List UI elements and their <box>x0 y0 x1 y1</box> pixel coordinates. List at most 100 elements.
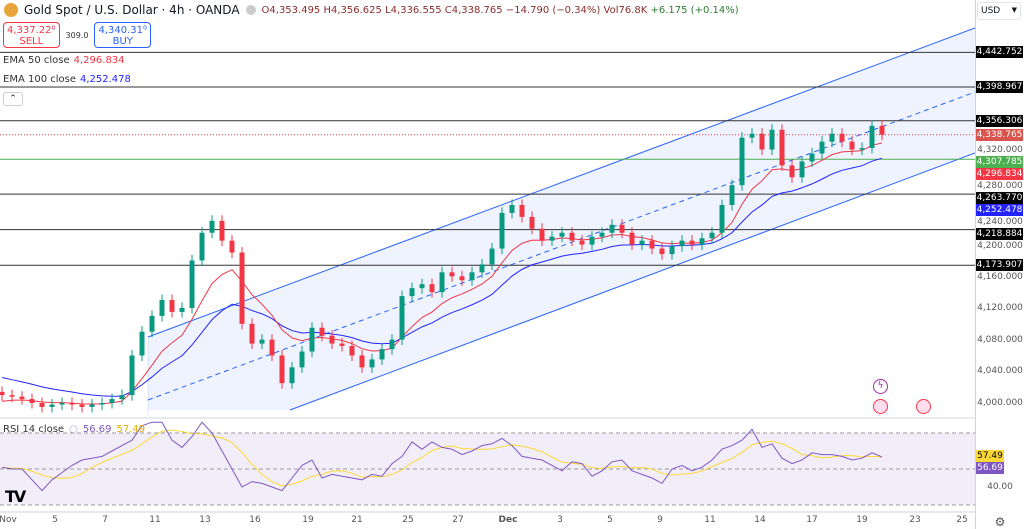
time-tick-label: 25 <box>402 515 414 525</box>
us-flag-event-icon[interactable] <box>916 399 931 414</box>
channel-lower-line <box>289 152 975 411</box>
candle-body <box>299 351 305 368</box>
candle-body <box>39 403 45 407</box>
change-value: −14.790 (−0.34%) <box>505 4 601 16</box>
chevron-down-icon: ▼ <box>1011 6 1017 14</box>
candle-body <box>789 165 795 178</box>
candle-body <box>759 133 765 150</box>
ema100-legend[interactable]: EMA 100 close 4,252.478 <box>3 74 131 85</box>
sell-label: SELL <box>19 36 44 47</box>
buy-button[interactable]: 4,340.31⁰ BUY <box>94 22 151 48</box>
time-tick-label: 27 <box>452 515 464 525</box>
candle-body <box>129 355 135 396</box>
candle-body <box>539 228 545 241</box>
low-value: L4,336.555 <box>385 4 442 16</box>
candle-body <box>609 224 615 233</box>
ema100-line <box>1 157 883 397</box>
ema50-line <box>1 142 883 405</box>
time-tick-label: 16 <box>249 515 261 525</box>
rsi-settings-icon[interactable]: ◌ <box>69 424 78 435</box>
time-tick-label: Nov <box>0 515 17 525</box>
candle-body <box>509 205 515 213</box>
candle-body <box>409 288 415 297</box>
time-tick-label: 21 <box>351 515 363 525</box>
candle-body <box>739 137 745 186</box>
candle-body <box>709 232 715 239</box>
candle-body <box>59 403 65 405</box>
candle-body <box>689 240 695 245</box>
price-chart[interactable] <box>0 0 975 529</box>
candle-body <box>639 240 645 245</box>
price-tick-label: 4,000.000 <box>977 398 1023 408</box>
candle-body <box>819 141 825 154</box>
ema50-value: 4,296.834 <box>73 55 125 66</box>
candle-body <box>799 161 805 178</box>
time-tick-label: 9 <box>657 515 663 525</box>
candle-body <box>249 323 255 344</box>
time-tick-label: 14 <box>754 515 766 525</box>
candle-body <box>319 327 325 336</box>
candle-body <box>399 296 405 340</box>
price-tick-label: 4,200.000 <box>977 240 1023 251</box>
spread-value: 309.0 <box>65 30 89 40</box>
time-tick-label: 5 <box>607 515 613 525</box>
channel-mid-line <box>147 91 975 401</box>
candle-body <box>499 212 505 249</box>
price-tag: 4,252.478 <box>976 203 1023 216</box>
price-tag: 4,356.306 <box>976 114 1023 127</box>
candle-body <box>679 240 685 247</box>
candle-body <box>529 216 535 229</box>
candle-body <box>469 272 475 281</box>
price-tag: 4,296.834 <box>976 167 1023 180</box>
candle-body <box>259 339 265 344</box>
us-flag-event-icon[interactable] <box>873 399 888 414</box>
candle-body <box>89 404 95 407</box>
rsi-line <box>1 421 883 492</box>
ema50-legend[interactable]: EMA 50 close 4,296.834 <box>3 55 125 66</box>
rsi-legend[interactable]: RSI 14 close ◌ 56.69 57.49 <box>3 424 145 435</box>
price-tag: 4,218.884 <box>976 227 1023 240</box>
candle-body <box>109 399 115 403</box>
candle-body <box>79 404 85 407</box>
price-tick-label: 4,080.000 <box>977 334 1023 345</box>
collapse-legend-button[interactable]: ⌃ <box>3 92 23 106</box>
candle-body <box>879 125 885 135</box>
candle-body <box>619 224 625 233</box>
candle-body <box>199 232 205 261</box>
time-tick-label: 11 <box>149 515 161 525</box>
time-tick-label: 17 <box>806 515 818 525</box>
rsi-ma-value: 57.49 <box>116 424 146 435</box>
ema100-value: 4,252.478 <box>80 74 131 85</box>
settings-gear-icon[interactable]: ⚙ <box>994 515 1006 529</box>
ema50-label: EMA 50 close <box>3 55 70 66</box>
candle-body <box>179 307 185 312</box>
candle-body <box>869 125 875 148</box>
candle-body <box>289 367 295 384</box>
candle-body <box>209 220 215 233</box>
symbol-title[interactable]: Gold Spot / U.S. Dollar · 4h · OANDA <box>24 3 240 17</box>
candle-body <box>229 240 235 253</box>
time-tick-label: 13 <box>199 515 211 525</box>
candle-body <box>669 246 675 255</box>
candle-body <box>769 129 775 150</box>
candle-body <box>309 327 315 352</box>
high-value: H4,356.625 <box>323 4 382 16</box>
candle-body <box>139 331 145 356</box>
rsi-tick-label: 40.00 <box>987 482 1013 492</box>
channel-fill <box>148 28 975 410</box>
lightning-event-icon[interactable]: ϟ <box>873 379 888 394</box>
price-tag: 4,442.752 <box>976 46 1023 59</box>
candle-body <box>359 355 365 368</box>
candle-body <box>279 355 285 384</box>
sell-button[interactable]: 4,337.22⁰ SELL <box>3 22 60 48</box>
candle-body <box>29 399 35 403</box>
candle-body <box>449 272 455 277</box>
gold-logo-icon <box>4 3 18 17</box>
candle-body <box>519 205 525 217</box>
currency-select[interactable]: USD ▼ <box>977 2 1021 20</box>
candle-body <box>339 343 345 346</box>
candle-body <box>149 315 155 332</box>
candle-body <box>699 238 705 245</box>
candle-body <box>589 236 595 245</box>
currency-label: USD <box>981 6 1001 16</box>
